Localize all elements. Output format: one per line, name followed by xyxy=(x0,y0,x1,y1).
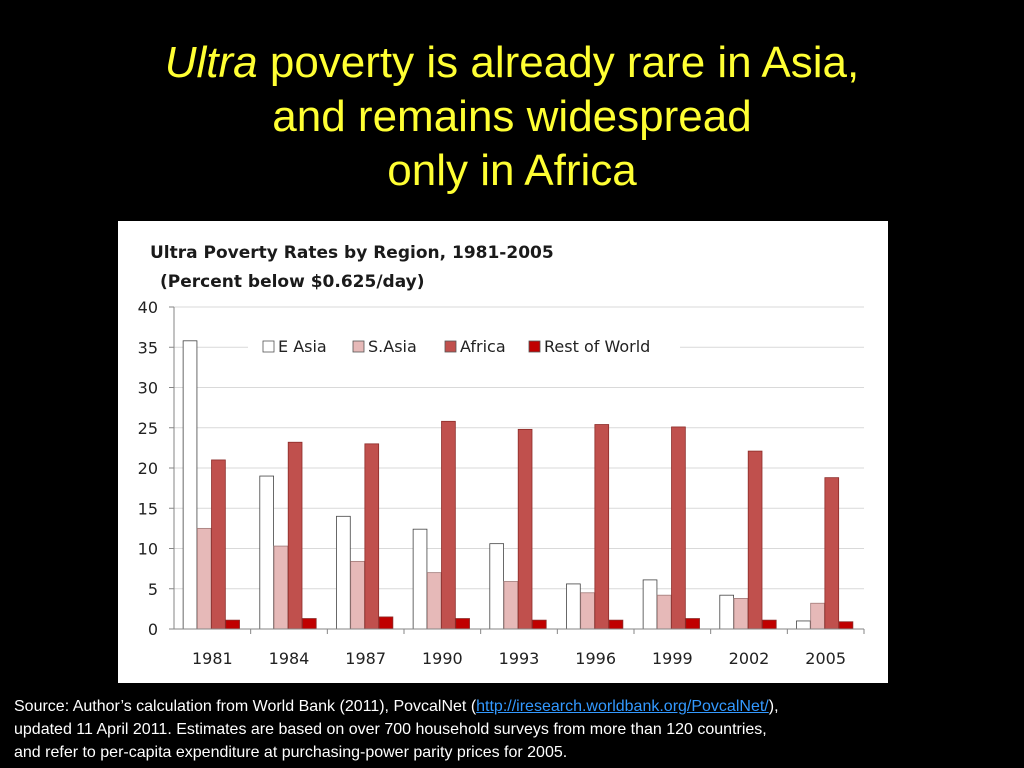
bar-africa-1999 xyxy=(671,426,686,630)
source-prefix: Source: Author’s calculation from World … xyxy=(14,698,477,715)
bar-e-asia-1981 xyxy=(182,340,198,630)
bar-rest-of-world-1984 xyxy=(301,618,317,630)
bar-africa-1993 xyxy=(517,428,533,630)
legend-box xyxy=(248,332,680,362)
x-tick-label-1996: 1996 xyxy=(575,649,616,668)
x-tick-label-1990: 1990 xyxy=(422,649,463,668)
legend: E Asia S.Asia Africa Rest of World xyxy=(248,332,680,362)
bar-rest-of-world-1993 xyxy=(531,619,547,630)
bar-e-asia-1996 xyxy=(566,583,581,630)
bar-e-asia-1990 xyxy=(412,528,428,630)
chart-panel: Ultra Poverty Rates by Region, 1981-2005… xyxy=(118,221,888,683)
x-tick-label-1999: 1999 xyxy=(652,649,693,668)
source-line-3: and refer to per-capita expenditure at p… xyxy=(14,744,568,761)
bar-africa-1987 xyxy=(364,443,380,630)
bar-s-asia-1981 xyxy=(196,527,212,630)
legend-swatch-africa xyxy=(444,340,457,353)
source-line-2: updated 11 April 2011. Estimates are bas… xyxy=(14,721,767,738)
axes: 0 5 10 15 20 25 30 35 40 1981 1984 1987 1990 1993 1996… xyxy=(138,298,865,668)
y-tick-label-25: 25 xyxy=(138,419,158,438)
title-italic-word: Ultra xyxy=(164,38,258,87)
x-tick-label-2005: 2005 xyxy=(805,649,846,668)
x-tick-label-1987: 1987 xyxy=(345,649,386,668)
bar-s-asia-1984 xyxy=(273,545,289,630)
bar-rest-of-world-2002 xyxy=(762,619,777,630)
bar-e-asia-1984 xyxy=(259,475,275,630)
bars xyxy=(182,340,854,630)
chart-title: Ultra Poverty Rates by Region, 1981-2005 xyxy=(150,243,554,263)
y-tick-label-30: 30 xyxy=(138,379,158,398)
y-tick-label-0: 0 xyxy=(148,620,158,639)
legend-swatch-s-asia xyxy=(352,340,365,353)
bar-rest-of-world-1990 xyxy=(455,618,470,630)
legend-label-s-asia: S.Asia xyxy=(368,337,417,356)
y-tick-label-40: 40 xyxy=(138,298,158,317)
bar-rest-of-world-1987 xyxy=(378,616,394,630)
title-line-1-rest: poverty is already rare in Asia, xyxy=(257,38,860,87)
x-tick-label-1984: 1984 xyxy=(269,649,310,668)
y-tick-label-15: 15 xyxy=(138,499,158,518)
bar-africa-1996 xyxy=(594,424,610,630)
bar-rest-of-world-1996 xyxy=(608,619,624,630)
y-tick-label-35: 35 xyxy=(138,338,158,357)
bar-e-asia-1999 xyxy=(642,579,658,630)
legend-label-africa: Africa xyxy=(460,337,506,356)
bar-chart: Ultra Poverty Rates by Region, 1981-2005… xyxy=(138,243,865,668)
bar-s-asia-1993 xyxy=(503,581,519,630)
bar-rest-of-world-2005 xyxy=(838,621,854,630)
chart-subtitle: (Percent below $0.625/day) xyxy=(160,272,425,292)
y-tick-label-10: 10 xyxy=(138,540,158,559)
povcalnet-link[interactable]: http://iresearch.worldbank.org/PovcalNet… xyxy=(476,698,769,715)
bar-africa-1981 xyxy=(211,459,226,630)
title-line-3: only in Africa xyxy=(387,146,637,195)
legend-swatch-e-asia xyxy=(262,340,275,353)
bar-e-asia-2005 xyxy=(796,620,811,630)
x-tick-label-1993: 1993 xyxy=(499,649,540,668)
bar-rest-of-world-1981 xyxy=(225,619,240,630)
bar-s-asia-1996 xyxy=(580,592,595,630)
x-tick-label-2002: 2002 xyxy=(729,649,770,668)
bar-africa-2005 xyxy=(824,477,840,630)
source-note: Source: Author’s calculation from World … xyxy=(14,695,1014,764)
bar-e-asia-1993 xyxy=(489,543,504,630)
bar-e-asia-1987 xyxy=(336,515,351,630)
bar-s-asia-2002 xyxy=(733,598,749,630)
source-after-link: ), xyxy=(768,698,779,715)
y-tick-label-20: 20 xyxy=(138,459,158,478)
bar-rest-of-world-1999 xyxy=(685,618,700,630)
title-line-2: and remains widespread xyxy=(272,92,752,141)
y-tick-label-5: 5 xyxy=(148,580,158,599)
bar-africa-1990 xyxy=(441,420,456,630)
bar-s-asia-1999 xyxy=(656,594,672,630)
legend-label-rest-of-world: Rest of World xyxy=(544,337,650,356)
slide-title: Ultra poverty is already rare in Asia, a… xyxy=(0,36,1024,198)
title-line-1: Ultra poverty is already rare in Asia, xyxy=(0,36,1024,90)
legend-label-e-asia: E Asia xyxy=(278,337,327,356)
bar-s-asia-2005 xyxy=(810,602,825,630)
legend-swatch-rest-of-world xyxy=(528,340,541,353)
bar-africa-1984 xyxy=(287,441,303,630)
bar-s-asia-1987 xyxy=(350,560,365,630)
bar-s-asia-1990 xyxy=(426,572,442,630)
bar-e-asia-2002 xyxy=(719,594,734,630)
x-tick-label-1981: 1981 xyxy=(192,649,233,668)
bar-africa-2002 xyxy=(747,450,763,630)
source-line-1: Source: Author’s calculation from World … xyxy=(14,695,1014,718)
